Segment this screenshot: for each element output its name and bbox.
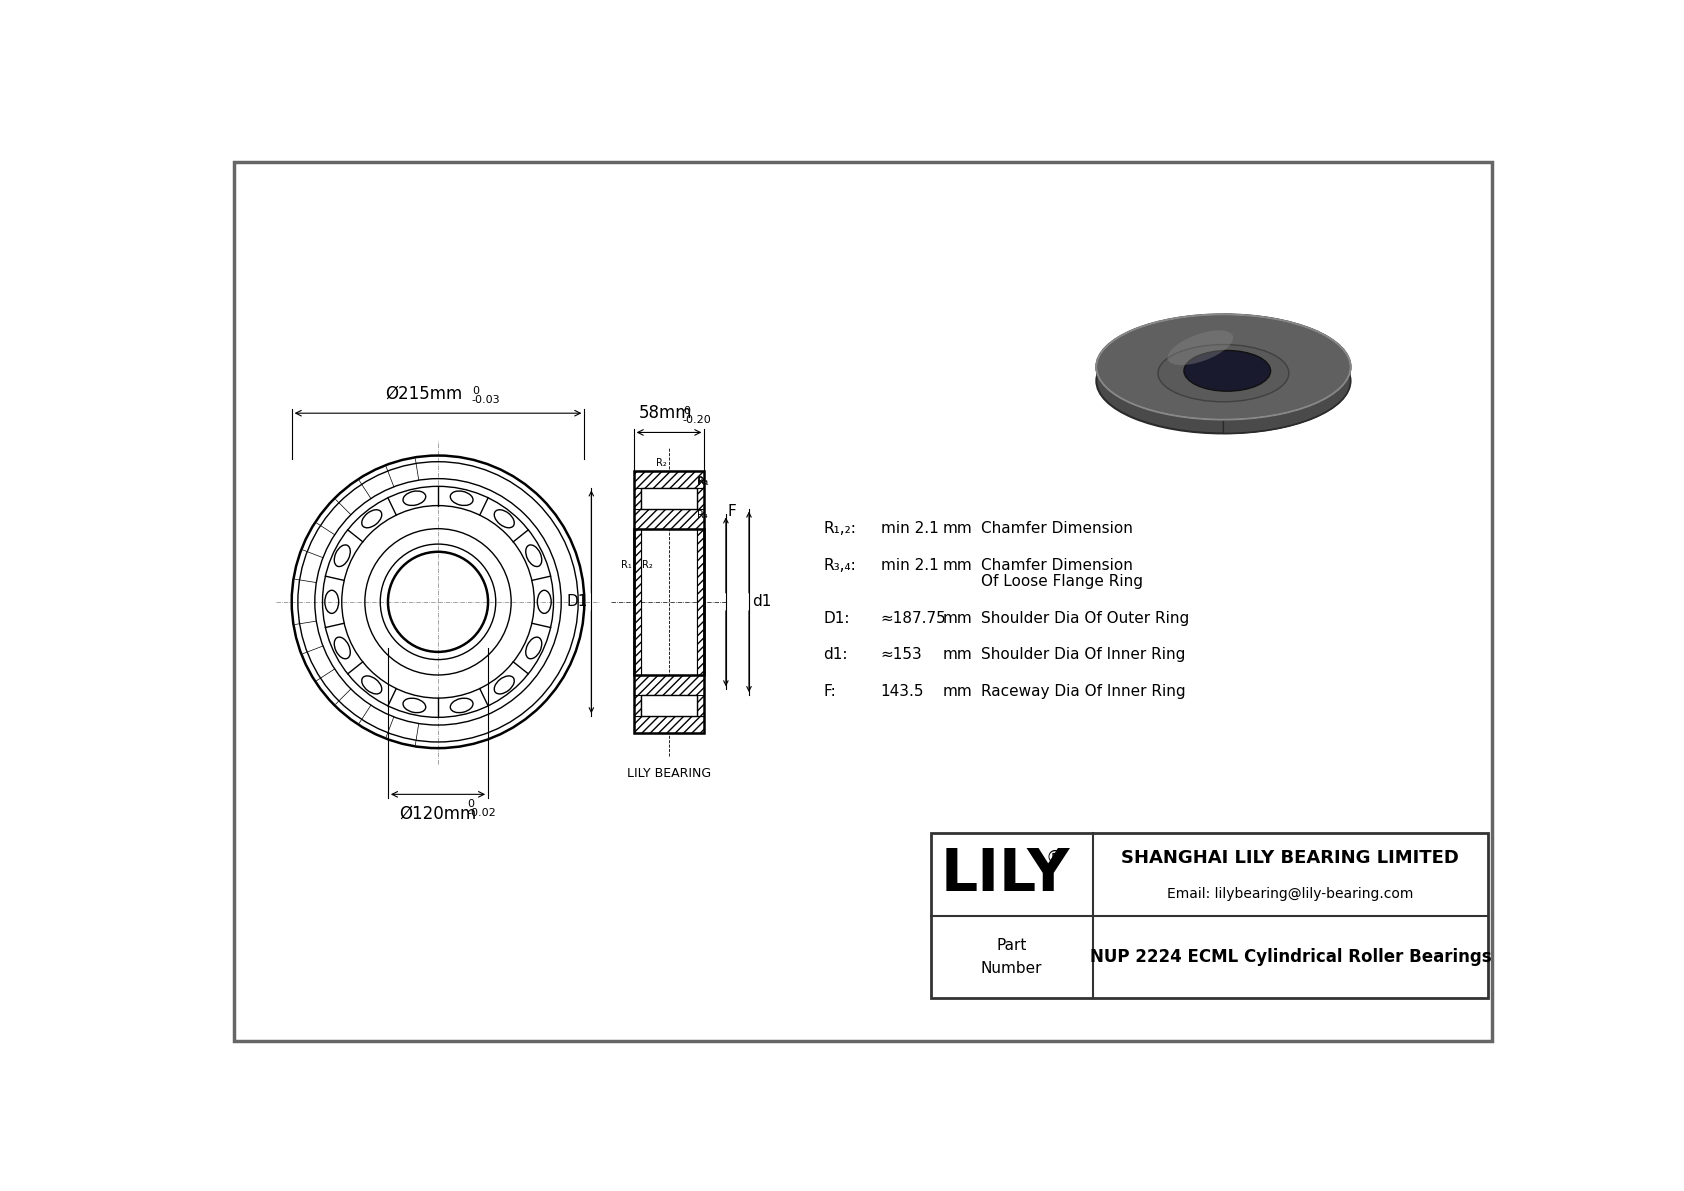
- Text: mm: mm: [943, 559, 972, 573]
- Text: R₃: R₃: [697, 476, 709, 486]
- Bar: [633, 470, 704, 732]
- Text: mm: mm: [943, 648, 972, 662]
- Bar: [931, 833, 1489, 998]
- Text: Shoulder Dia Of Outer Ring: Shoulder Dia Of Outer Ring: [980, 611, 1189, 625]
- Polygon shape: [697, 529, 704, 675]
- Text: mm: mm: [943, 611, 972, 625]
- Text: F: F: [727, 504, 736, 519]
- Text: -0.02: -0.02: [466, 809, 497, 818]
- Text: d1:: d1:: [823, 648, 847, 662]
- Ellipse shape: [1167, 330, 1233, 366]
- Bar: [633, 529, 704, 675]
- Text: D1: D1: [566, 594, 588, 610]
- Text: R₁,₂:: R₁,₂:: [823, 522, 855, 536]
- Text: D1:: D1:: [823, 611, 849, 625]
- Text: 0: 0: [472, 386, 478, 397]
- Polygon shape: [633, 470, 704, 487]
- Text: R₂: R₂: [657, 457, 667, 468]
- Text: min 2.1: min 2.1: [881, 522, 938, 536]
- Text: Of Loose Flange Ring: Of Loose Flange Ring: [980, 574, 1143, 588]
- Bar: [642, 696, 697, 716]
- Ellipse shape: [1159, 344, 1288, 401]
- Text: ≈153: ≈153: [881, 648, 923, 662]
- Text: F:: F:: [823, 685, 835, 699]
- Text: Raceway Dia Of Inner Ring: Raceway Dia Of Inner Ring: [980, 685, 1186, 699]
- Polygon shape: [633, 529, 642, 675]
- Text: Ø120mm: Ø120mm: [399, 805, 477, 823]
- Text: mm: mm: [943, 685, 972, 699]
- Ellipse shape: [1096, 314, 1351, 419]
- Text: -0.20: -0.20: [684, 414, 712, 425]
- Polygon shape: [1223, 314, 1351, 434]
- Text: 58mm: 58mm: [638, 404, 692, 422]
- Polygon shape: [633, 487, 642, 716]
- Bar: [642, 487, 697, 509]
- Text: Part
Number: Part Number: [980, 939, 1042, 975]
- Text: 0: 0: [684, 405, 690, 416]
- Text: Shoulder Dia Of Inner Ring: Shoulder Dia Of Inner Ring: [980, 648, 1186, 662]
- Polygon shape: [633, 675, 704, 696]
- Text: min 2.1: min 2.1: [881, 559, 938, 573]
- Text: 143.5: 143.5: [881, 685, 925, 699]
- Polygon shape: [697, 487, 704, 716]
- Text: R₁: R₁: [699, 478, 709, 487]
- Ellipse shape: [1096, 329, 1351, 434]
- Text: Chamfer Dimension: Chamfer Dimension: [980, 522, 1133, 536]
- Text: LILY BEARING: LILY BEARING: [626, 767, 711, 780]
- Text: Chamfer Dimension: Chamfer Dimension: [980, 559, 1133, 573]
- Text: ®: ®: [1046, 848, 1063, 866]
- Ellipse shape: [1184, 350, 1270, 391]
- Text: Ø215mm: Ø215mm: [386, 385, 463, 403]
- Text: LILY: LILY: [941, 846, 1071, 903]
- Text: 0: 0: [466, 799, 475, 809]
- Text: NUP 2224 ECML Cylindrical Roller Bearings: NUP 2224 ECML Cylindrical Roller Bearing…: [1090, 948, 1492, 966]
- Polygon shape: [633, 509, 704, 529]
- Text: R₁: R₁: [621, 560, 632, 570]
- Text: Email: lilybearing@lily-bearing.com: Email: lilybearing@lily-bearing.com: [1167, 887, 1413, 902]
- Text: R₄: R₄: [697, 510, 707, 520]
- Text: d1: d1: [753, 594, 771, 610]
- Text: SHANGHAI LILY BEARING LIMITED: SHANGHAI LILY BEARING LIMITED: [1122, 849, 1460, 867]
- Polygon shape: [633, 716, 704, 732]
- Text: mm: mm: [943, 522, 972, 536]
- Text: R₂: R₂: [642, 560, 653, 570]
- Text: R₃,₄:: R₃,₄:: [823, 559, 855, 573]
- Text: ≈187.75: ≈187.75: [881, 611, 946, 625]
- Text: -0.03: -0.03: [472, 395, 500, 405]
